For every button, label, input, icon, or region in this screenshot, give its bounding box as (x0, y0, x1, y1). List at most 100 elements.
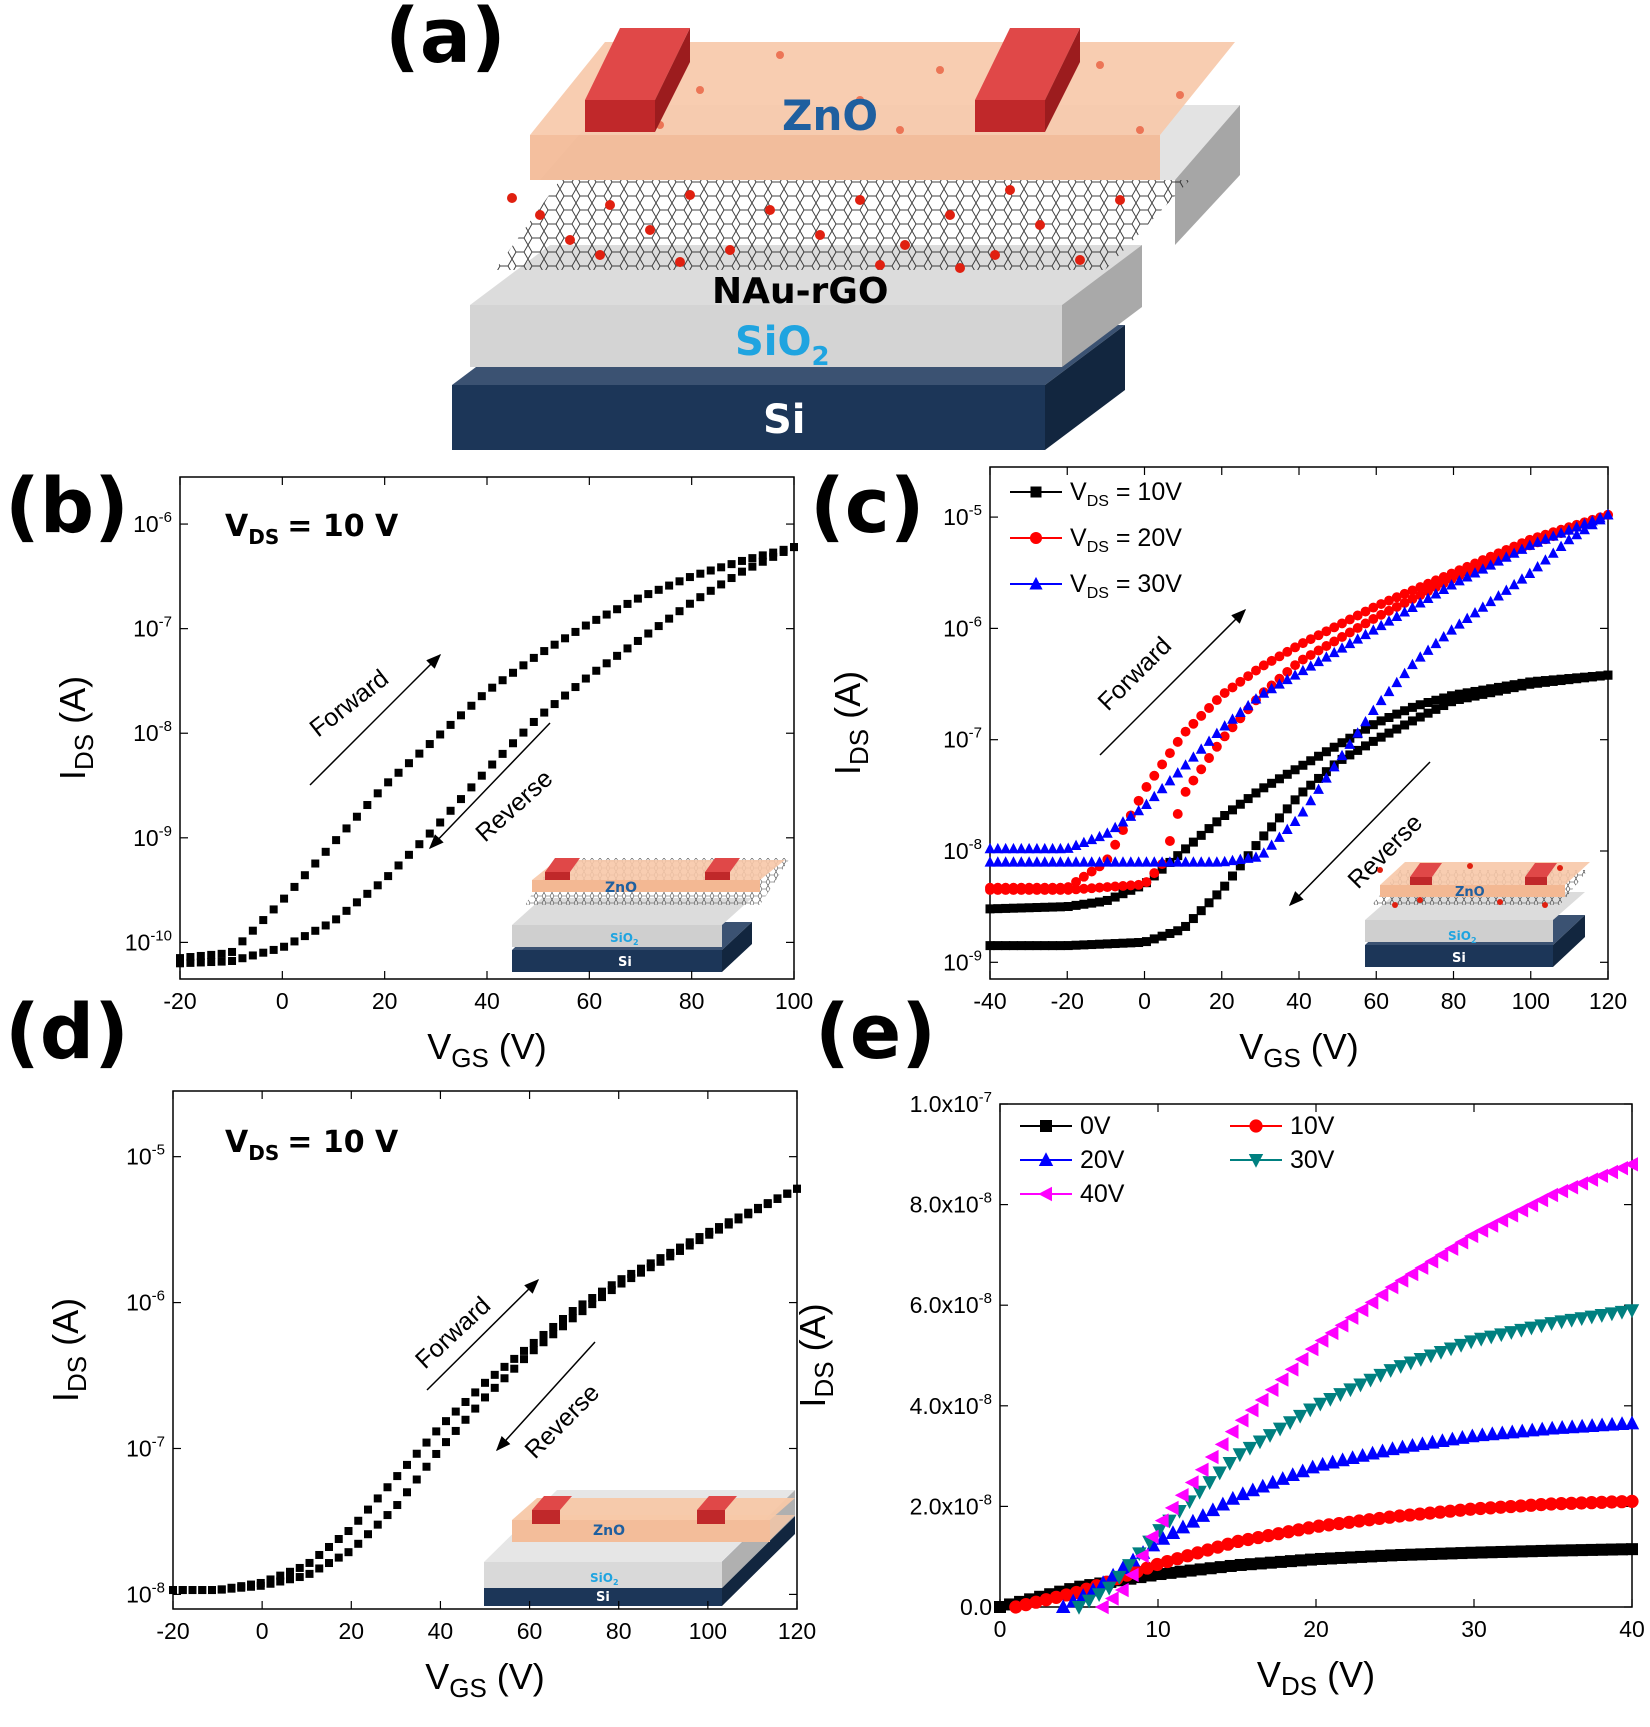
legend-marker (1029, 576, 1043, 590)
panel-e-data-point (1234, 1413, 1249, 1428)
panel-c-data-point (1040, 902, 1050, 912)
panel-e-data-point (1605, 1543, 1618, 1556)
panel-e-data-point (1071, 1601, 1087, 1615)
panel-e-data-point (1114, 1582, 1129, 1598)
panel-c-data-point (1540, 533, 1551, 544)
zno-layer-label: ZnO (782, 91, 878, 140)
panel-e-data-point (1624, 1415, 1640, 1430)
panel-c-xtick-label: 20 (1209, 988, 1235, 1014)
panel-e-data-point (1445, 1547, 1458, 1560)
panel-e-data-point (1224, 1424, 1239, 1439)
panel-c-data-point (1571, 528, 1583, 540)
panel-b-series-1 (176, 543, 798, 968)
panel-c-data-point (1031, 885, 1042, 895)
panel-d-data-point (500, 1362, 509, 1371)
panel-b-data-point (633, 636, 642, 645)
panel-c-data-point (1086, 833, 1098, 845)
panel-c-data-point (1219, 688, 1230, 699)
panel-c-data-point (1157, 864, 1167, 874)
panel-e-data-point (1564, 1419, 1580, 1434)
panel-b-data-point (196, 958, 205, 967)
panel-c-data-point (1001, 941, 1011, 951)
panel-e-xtick-label: 0 (994, 1616, 1007, 1642)
panel-e-data-point (1165, 1525, 1181, 1540)
panel-b-data-point (675, 607, 684, 616)
panel-e-data-point (1115, 1560, 1131, 1575)
panel-c-data-point (1391, 676, 1403, 688)
panel-d-data-point (578, 1300, 587, 1309)
panel-b-data-point (592, 615, 601, 624)
panel-d-data-point (627, 1274, 636, 1283)
panel-e-data-point (1091, 1588, 1107, 1602)
panel-e-data-point (1544, 1317, 1559, 1331)
panel-e-data-point (1525, 1422, 1540, 1437)
panel-e-data-point (1403, 1508, 1417, 1522)
panel-e-data-point (1614, 1160, 1629, 1176)
panel-d-label: (d) (5, 987, 129, 1076)
panel-b-forward-label: Forward (304, 664, 393, 743)
panel-c-data-point (1227, 713, 1238, 724)
panel-c-data-point (1039, 885, 1050, 895)
panel-e-data-point (1485, 1426, 1500, 1441)
panel-c-data-point (1399, 588, 1410, 599)
panel-c-data-point (1282, 666, 1293, 677)
panel-c-data-point (1368, 720, 1378, 730)
panel-e-data-point (1524, 1321, 1539, 1336)
panel-d-inset-device: ZnO SiO2 Si (484, 1490, 795, 1606)
panel-b-data-point (321, 847, 330, 856)
panel-e-data-point (1475, 1546, 1488, 1559)
panel-c-data-point (1313, 655, 1324, 667)
panel-c-data-point (1055, 902, 1065, 912)
panel-c-data-point (1384, 595, 1394, 606)
panel-c-data-point (1032, 903, 1042, 913)
panel-c-data-point (1267, 778, 1277, 788)
panel-d-data-point (549, 1322, 558, 1331)
panel-e-data-point (1222, 1456, 1238, 1471)
panel-e-ytick-label: 0.0 (960, 1594, 992, 1620)
panel-c-data-point (1008, 941, 1018, 951)
panel-c-data-point (1211, 695, 1222, 706)
legend-marker (1248, 1154, 1264, 1168)
panel-e-data-point (1314, 1333, 1329, 1348)
panel-c-data-point (1477, 563, 1489, 574)
panel-c-data-point (1141, 782, 1152, 792)
panel-c-data-point (1360, 741, 1370, 751)
panel-c-data-point (1102, 939, 1112, 949)
panel-c-data-point (1407, 594, 1418, 604)
panel-b-data-point (238, 954, 247, 963)
panel-e-data-point (1374, 1287, 1389, 1302)
panel-c-data-point (1172, 856, 1184, 867)
panel-c-data-point (1211, 741, 1222, 752)
panel-c-data-point (1180, 856, 1191, 867)
panel-e-data-point (1413, 1507, 1427, 1521)
panel-b-xtick-label: 60 (577, 988, 603, 1014)
panel-c-data-point (1062, 842, 1074, 853)
panel-c-data-point (1141, 937, 1151, 947)
panel-b-inset-device: ZnO SiO2 Si (512, 858, 790, 972)
panel-e-data-point (1049, 1590, 1063, 1604)
panel-c-data-point (1172, 736, 1183, 747)
panel-c-data-point (1469, 607, 1481, 618)
panel-d-data-point (617, 1279, 626, 1288)
panel-e-data-point (1295, 1463, 1310, 1478)
panel-c-data-point (1134, 938, 1144, 948)
panel-e-data-point (1454, 1235, 1469, 1250)
panel-c-data-point (1368, 602, 1379, 613)
panel-b-data-point (269, 945, 278, 954)
panel-e-data-point (1324, 1325, 1339, 1341)
panel-c-data-point (1439, 701, 1449, 711)
panel-c-data-point (1306, 756, 1316, 766)
panel-c-data-point (1313, 783, 1324, 794)
panel-d-data-point (315, 1564, 324, 1573)
panel-e-data-point (1393, 1360, 1408, 1374)
panel-c-data-point (1282, 646, 1293, 657)
panel-c-data-point (993, 941, 1003, 951)
panel-b-data-point (217, 957, 226, 966)
panel-e-data-point (1524, 1498, 1538, 1512)
panel-c-data-point (1400, 720, 1410, 730)
panel-c-data-point (1157, 759, 1168, 770)
panel-c-data-point (1087, 940, 1097, 950)
panel-e-data-point (1274, 1372, 1289, 1387)
panel-c-data-point (1375, 694, 1387, 706)
panel-c-data-point (1305, 650, 1316, 660)
